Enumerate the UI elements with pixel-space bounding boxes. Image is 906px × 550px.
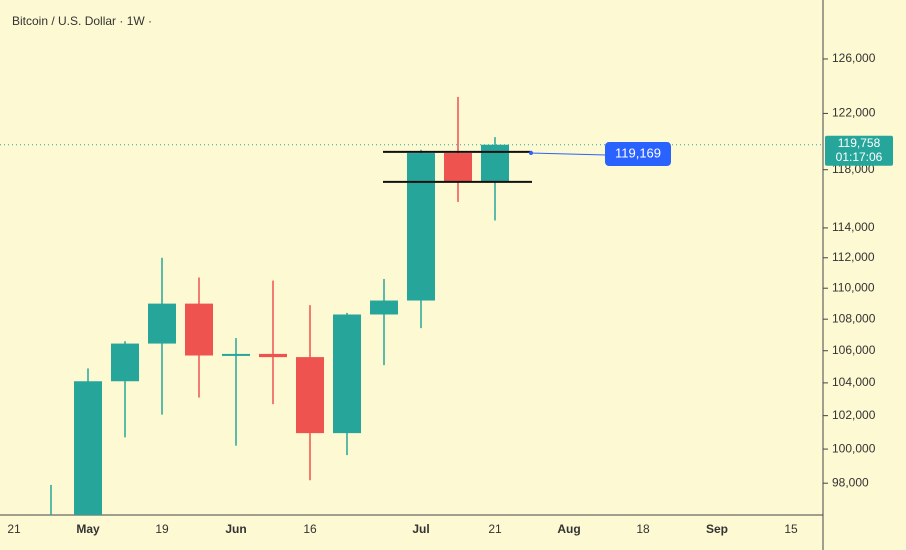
y-tick-label: 106,000 xyxy=(832,343,876,357)
x-tick-label: 21 xyxy=(488,522,502,536)
y-tick-label: 102,000 xyxy=(832,408,876,422)
candle-body xyxy=(74,381,102,515)
candle-body xyxy=(148,303,176,344)
x-tick-label: 15 xyxy=(784,522,798,536)
y-tick-label: 100,000 xyxy=(832,441,876,455)
y-tick-label: 112,000 xyxy=(832,250,875,264)
annotation-label: 119,169 xyxy=(615,145,661,160)
candle-body xyxy=(259,353,287,358)
annotation-box xyxy=(605,142,671,167)
y-tick-label: 110,000 xyxy=(832,280,875,294)
y-tick-label: 126,000 xyxy=(832,51,876,65)
x-tick-label: Jul xyxy=(412,522,429,536)
annotation-anchor xyxy=(529,151,533,156)
x-tick-label: 21 xyxy=(7,522,21,536)
x-tick-label: May xyxy=(76,522,100,536)
last-price-box xyxy=(825,135,893,166)
y-tick-label: 114,000 xyxy=(832,220,875,234)
y-tick-label: 122,000 xyxy=(832,106,876,120)
candle-body xyxy=(111,343,139,382)
y-tick-label: 98,000 xyxy=(832,475,869,489)
candle-body xyxy=(185,303,213,356)
candle-body xyxy=(222,353,250,356)
x-tick-label: 18 xyxy=(636,522,650,536)
candle-body xyxy=(333,314,361,434)
y-tick-label: 108,000 xyxy=(832,311,876,325)
x-tick-label: 19 xyxy=(155,522,169,536)
last-price-label: 119,758 xyxy=(838,136,881,150)
x-tick-label: Sep xyxy=(706,522,728,536)
y-tick-label: 104,000 xyxy=(832,375,876,389)
candle-body xyxy=(296,357,324,434)
candle-body xyxy=(370,300,398,315)
x-tick-label: Aug xyxy=(557,522,580,536)
candle-body xyxy=(407,153,435,301)
chart-title: Bitcoin / U.S. Dollar · 1W · xyxy=(12,14,152,28)
candle-body xyxy=(481,144,509,182)
x-tick-label: Jun xyxy=(225,522,246,536)
candle-body xyxy=(444,153,472,182)
x-tick-label: 16 xyxy=(303,522,317,536)
annotation-line xyxy=(529,152,607,156)
countdown: 01:17:06 xyxy=(836,150,883,164)
plot-area xyxy=(50,96,532,515)
